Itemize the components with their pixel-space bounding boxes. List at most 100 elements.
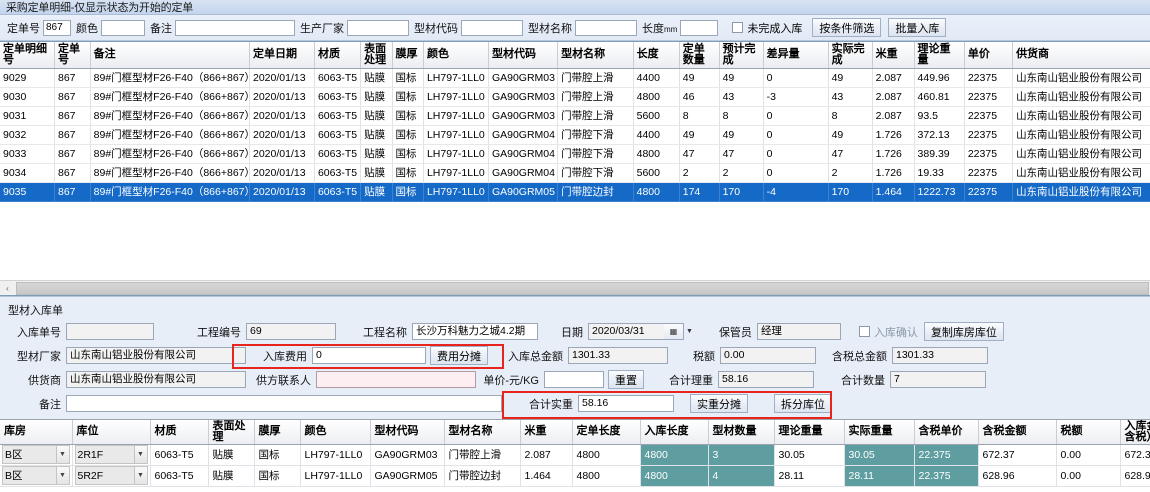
cell-date[interactable]: 2020/01/13 (249, 182, 315, 202)
cell-actual_wt[interactable]: 28.11 (844, 465, 915, 487)
cell-detail_no[interactable]: 9033 (0, 144, 55, 164)
cell-order_no[interactable]: 867 (54, 87, 91, 107)
warehouse-dropdown[interactable]: B区 ▼ (2, 466, 70, 485)
bottom-col-header[interactable]: 表面处理 (208, 420, 255, 445)
cell-remark[interactable]: 89#门框型材F26-F40（866+867） (90, 125, 250, 145)
cell-material[interactable]: 6063-T5 (150, 465, 209, 487)
cell-order_qty[interactable]: 49 (679, 125, 720, 145)
cell-color[interactable]: LH797-1LL0 (423, 106, 489, 126)
cell-expected[interactable]: 170 (719, 182, 764, 202)
table-row[interactable]: B区 ▼ 2R1F ▼ 6063-T5 贴膜 国标 LH797-1LL0 GA90GRM03 门带… (0, 444, 1150, 466)
cell-film[interactable]: 国标 (254, 444, 301, 466)
cell-material[interactable]: 6063-T5 (150, 444, 209, 466)
main-col-header[interactable]: 定单日期 (249, 42, 315, 69)
main-col-header[interactable]: 理论重量 (914, 42, 965, 69)
cell-order_qty[interactable]: 174 (679, 182, 720, 202)
cell-remark[interactable]: 89#门框型材F26-F40（866+867） (90, 163, 250, 183)
cell-theory_wt[interactable]: 30.05 (774, 444, 845, 466)
chevron-down-icon[interactable]: ▼ (133, 467, 147, 484)
cell-surface[interactable]: 贴膜 (360, 106, 393, 126)
cell-meter_wt[interactable]: 2.087 (872, 68, 915, 88)
cell-supplier[interactable]: 山东南山铝业股份有限公司 (1012, 106, 1150, 126)
cell-remark[interactable]: 89#门框型材F26-F40（866+867） (90, 144, 250, 164)
main-col-header[interactable]: 实际完成 (828, 42, 873, 69)
main-col-header[interactable]: 颜色 (423, 42, 489, 69)
main-col-header[interactable]: 型材名称 (557, 42, 634, 69)
cell-expected[interactable]: 2 (719, 163, 764, 183)
cell-film[interactable]: 国标 (392, 87, 424, 107)
total-theory-field[interactable]: 58.16 (718, 371, 814, 388)
cell-theory_wt[interactable]: 449.96 (914, 68, 965, 88)
cell-code[interactable]: GA90GRM05 (488, 182, 559, 202)
cell-length[interactable]: 4400 (633, 68, 680, 88)
cell-name[interactable]: 门带腔边封 (557, 182, 634, 202)
cell-qty[interactable]: 3 (708, 444, 775, 466)
total-actual-field[interactable]: 58.16 (578, 395, 674, 412)
cell-diff[interactable]: 0 (763, 144, 829, 164)
tax-field[interactable]: 0.00 (720, 347, 816, 364)
cell-detail_no[interactable]: 9031 (0, 106, 55, 126)
main-col-header[interactable]: 单价 (964, 42, 1014, 69)
cell-meter_wt[interactable]: 2.087 (520, 444, 573, 466)
bottom-col-header[interactable]: 含税金额 (978, 420, 1057, 445)
cell-remark[interactable]: 89#门框型材F26-F40（866+867） (90, 182, 250, 202)
fee-share-button[interactable]: 费用分摊 (430, 346, 488, 365)
unfinished-checkbox[interactable]: 未完成入库 (732, 20, 802, 36)
cell-meter_wt[interactable]: 1.464 (872, 182, 915, 202)
cell-code[interactable]: GA90GRM03 (488, 87, 559, 107)
cell-material[interactable]: 6063-T5 (314, 68, 362, 88)
cell-order_no[interactable]: 867 (54, 163, 91, 183)
cell-price[interactable]: 22375 (964, 106, 1014, 126)
cell-price[interactable]: 22375 (964, 144, 1014, 164)
remark-input[interactable] (175, 19, 295, 36)
profile-name-input[interactable] (575, 19, 637, 36)
cell-theory_wt[interactable]: 460.81 (914, 87, 965, 107)
profile-code-input[interactable] (461, 19, 523, 36)
cell-order_no[interactable]: 867 (54, 106, 91, 126)
cell-name[interactable]: 门带腔上滑 (557, 68, 634, 88)
total-qty-field[interactable]: 7 (890, 371, 986, 388)
main-col-header[interactable]: 定单号 (54, 42, 91, 69)
cell-location[interactable]: 5R2F ▼ (72, 465, 151, 487)
cell-supplier[interactable]: 山东南山铝业股份有限公司 (1012, 144, 1150, 164)
cell-length[interactable]: 4800 (633, 144, 680, 164)
cell-order_no[interactable]: 867 (54, 68, 91, 88)
cell-length[interactable]: 5600 (633, 106, 680, 126)
cell-actual[interactable]: 49 (828, 68, 873, 88)
location-dropdown[interactable]: 2R1F ▼ (74, 445, 148, 464)
cell-location[interactable]: 2R1F ▼ (72, 444, 151, 466)
copy-location-button[interactable]: 复制库房库位 (923, 322, 1004, 341)
cell-meter_wt[interactable]: 1.726 (872, 144, 915, 164)
cell-tax_price[interactable]: 22.375 (914, 465, 979, 487)
cell-price[interactable]: 22375 (964, 68, 1014, 88)
cell-color[interactable]: LH797-1LL0 (423, 125, 489, 145)
cell-meter_wt[interactable]: 1.726 (872, 125, 915, 145)
cell-actual[interactable]: 8 (828, 106, 873, 126)
cell-supplier[interactable]: 山东南山铝业股份有限公司 (1012, 87, 1150, 107)
cell-code[interactable]: GA90GRM03 (488, 106, 559, 126)
cell-expected[interactable]: 43 (719, 87, 764, 107)
date-dropdown-icon[interactable]: ▼ (686, 328, 693, 335)
main-col-header[interactable]: 备注 (90, 42, 250, 69)
cell-in_len[interactable]: 4800 (640, 444, 709, 466)
main-col-header[interactable]: 表面处理 (360, 42, 393, 69)
bottom-col-header[interactable]: 膜厚 (254, 420, 301, 445)
cell-supplier[interactable]: 山东南山铝业股份有限公司 (1012, 125, 1150, 145)
cell-code[interactable]: GA90GRM04 (488, 163, 559, 183)
cell-supplier[interactable]: 山东南山铝业股份有限公司 (1012, 68, 1150, 88)
scroll-left-icon[interactable]: ‹ (0, 281, 15, 295)
location-dropdown[interactable]: 5R2F ▼ (74, 466, 148, 485)
table-row[interactable]: B区 ▼ 5R2F ▼ 6063-T5 贴膜 国标 LH797-1LL0 GA90GRM05 门带… (0, 465, 1150, 487)
cell-date[interactable]: 2020/01/13 (249, 106, 315, 126)
cell-material[interactable]: 6063-T5 (314, 87, 362, 107)
cell-film[interactable]: 国标 (254, 465, 301, 487)
cell-actual_wt[interactable]: 30.05 (844, 444, 915, 466)
main-col-header[interactable]: 定单数量 (679, 42, 720, 69)
cell-material[interactable]: 6063-T5 (314, 106, 362, 126)
cell-date[interactable]: 2020/01/13 (249, 125, 315, 145)
batch-inbound-button[interactable]: 批量入库 (888, 18, 947, 37)
chevron-down-icon[interactable]: ▼ (55, 467, 69, 484)
cell-meter_wt[interactable]: 1.726 (872, 163, 915, 183)
manufacturer-field[interactable]: 山东南山铝业股份有限公司 (66, 347, 246, 364)
project-name-field[interactable]: 长沙万科魅力之城4.2期 (412, 323, 538, 340)
